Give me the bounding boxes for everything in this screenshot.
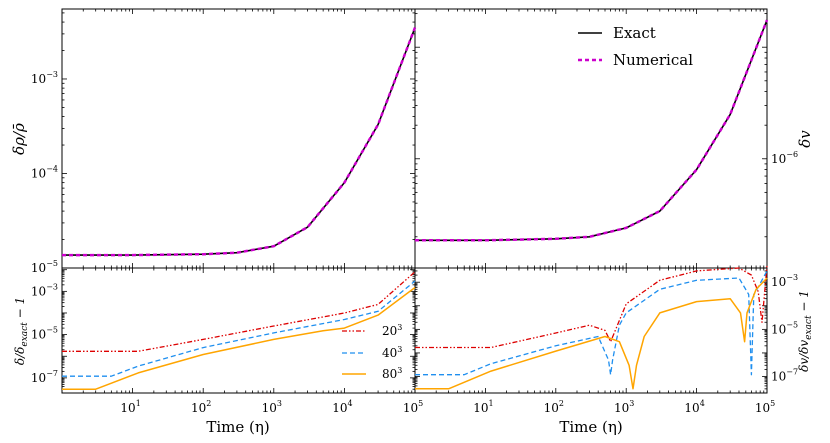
- legend-bottom: 203 403 803: [342, 323, 402, 381]
- y-tick-label: 10−3: [31, 70, 58, 86]
- x-tick-label: 101: [120, 399, 140, 415]
- series-bottom-right-203: [415, 265, 768, 349]
- ylabel-top-right: δv: [796, 130, 814, 148]
- y-tick-label: 10−5: [31, 326, 58, 342]
- series-bottom-left-403: [62, 280, 416, 377]
- axis-ticks: [61, 9, 768, 394]
- tick-labels: 10−5 10−4 10−3 10−6 10−7 10−5 10−3 10−7 10−5 10−3…: [31, 70, 798, 415]
- x-tick-label: 104: [684, 399, 704, 415]
- legend-top: Exact Numerical: [578, 24, 693, 69]
- xlabel-right: Time (η): [559, 418, 622, 436]
- legend-label-numerical: Numerical: [613, 51, 693, 69]
- series-bottom-right-403: [415, 270, 768, 376]
- ylabel-top-left: δρ/ρ̄: [10, 123, 28, 155]
- y-tick-label: 10−3: [31, 282, 58, 298]
- series-bottom-right-803: [415, 277, 768, 390]
- y-tick-label: 10−4: [31, 164, 58, 180]
- panel-frame-top-left: [61, 8, 416, 269]
- series-top-left-exact: [62, 27, 416, 256]
- x-tick-label: 105: [403, 399, 423, 415]
- y-tick-label: 10−6: [771, 150, 798, 166]
- x-tick-label: 105: [755, 399, 775, 415]
- series-top-left-numerical: [62, 27, 417, 257]
- xlabel-left: Time (η): [206, 418, 269, 436]
- series-top-right-numerical: [415, 19, 769, 242]
- series-bottom-left-803: [62, 286, 416, 390]
- ylabel-bottom-right: δv/δvexact − 1: [797, 290, 814, 372]
- panel-frame-bottom-right: [414, 267, 768, 394]
- x-tick-label: 102: [191, 399, 211, 415]
- y-tick-label: 10−5: [31, 259, 58, 275]
- series-top-right-exact: [415, 19, 768, 242]
- x-tick-label: 103: [614, 399, 634, 415]
- y-tick-label: 10−3: [771, 273, 798, 289]
- legend-label-exact: Exact: [613, 24, 656, 42]
- x-tick-label: 101: [473, 399, 493, 415]
- y-tick-label: 10−5: [771, 320, 798, 336]
- y-tick-label: 10−7: [771, 368, 798, 384]
- legend-label-80: 803: [382, 366, 402, 381]
- x-tick-label: 103: [262, 399, 282, 415]
- data-curves: [62, 19, 769, 390]
- y-tick-label: 10−7: [31, 369, 58, 385]
- series-bottom-left-203: [62, 271, 416, 352]
- panel-frame-top-right: [414, 8, 768, 269]
- legend-label-20: 203: [382, 323, 402, 338]
- x-tick-label: 102: [544, 399, 564, 415]
- legend-label-40: 403: [382, 345, 402, 360]
- x-tick-label: 104: [332, 399, 352, 415]
- ylabel-bottom-left: δ/δexact − 1: [13, 297, 30, 365]
